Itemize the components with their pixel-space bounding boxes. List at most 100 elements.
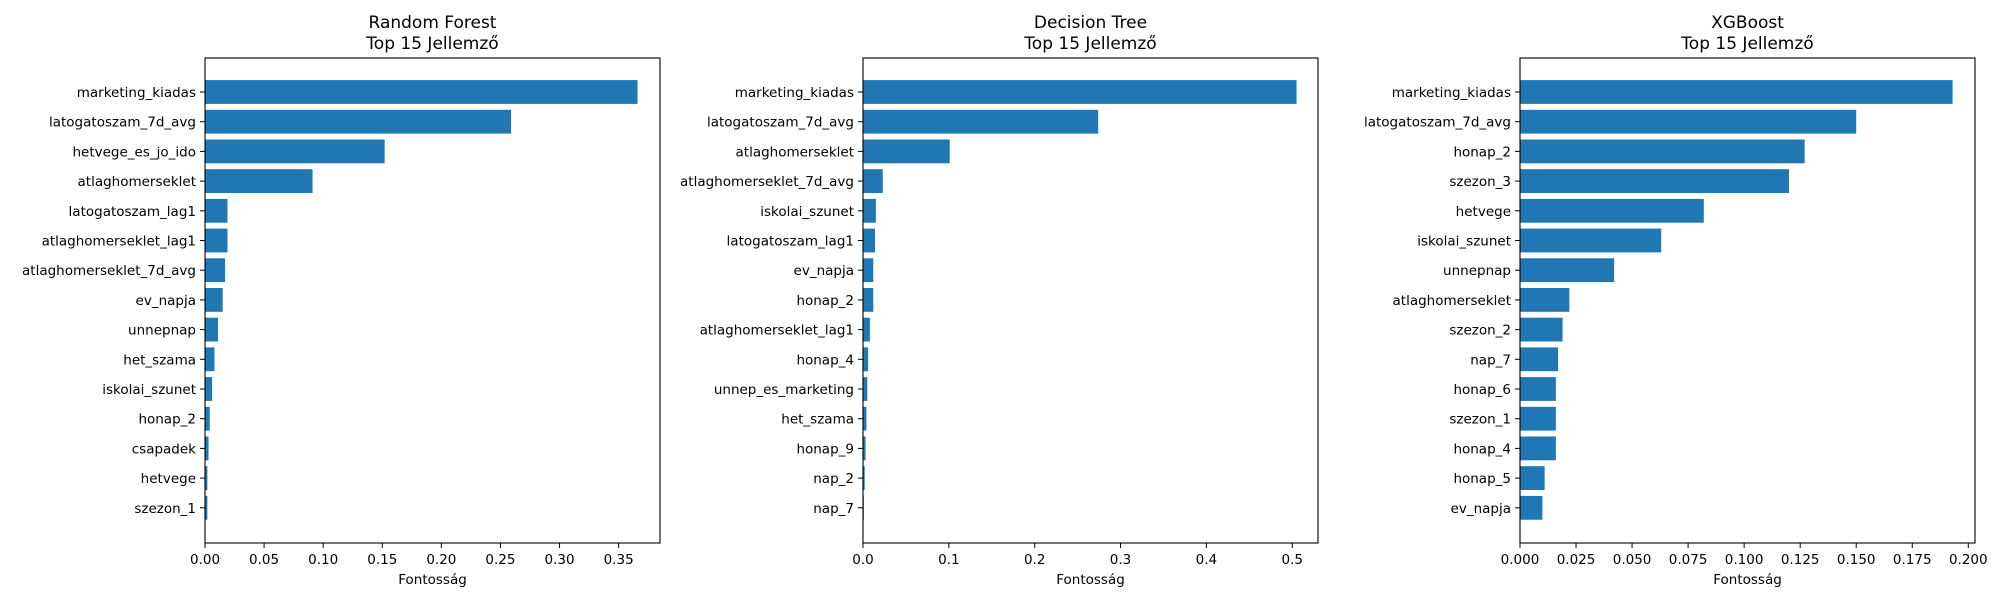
bar-nap-2 <box>863 466 865 490</box>
y-tick-label: atlaghomerseklet_lag1 <box>42 234 196 250</box>
y-tick-label: marketing_kiadas <box>735 85 854 101</box>
y-tick-label: latogatoszam_7d_avg <box>1364 115 1511 131</box>
x-tick-label: 0.25 <box>485 552 515 568</box>
y-tick-label: het_szama <box>781 412 854 428</box>
x-tick-label: 0.100 <box>1725 552 1764 568</box>
y-tick-label: het_szama <box>123 352 196 368</box>
bar-iskolai-szunet <box>205 377 213 401</box>
y-tick-label: atlaghomerseklet <box>78 174 197 190</box>
y-tick-label: nap_2 <box>813 471 854 487</box>
bar-ev-napja <box>1520 495 1543 520</box>
bar-latogatoszam-lag1 <box>863 228 876 253</box>
x-tick-label: 0.2 <box>1024 552 1045 568</box>
x-axis-label: Fontosság <box>398 572 467 588</box>
y-tick-label: atlaghomerseklet_lag1 <box>700 323 854 339</box>
bar-atlaghomerseklet <box>863 139 950 164</box>
x-tick-label: 0.200 <box>1949 552 1988 568</box>
bar-szezon-1 <box>1520 406 1556 431</box>
y-tick-label: nap_7 <box>813 501 854 517</box>
bar-szezon-1 <box>205 495 208 520</box>
y-tick-label: latogatoszam_lag1 <box>727 234 854 250</box>
bar-hetvege <box>205 466 208 490</box>
bar-honap-4 <box>1520 436 1556 461</box>
bar-ev-napja <box>205 288 223 312</box>
y-tick-label: latogatoszam_7d_avg <box>707 115 854 131</box>
bar-honap-6 <box>1520 377 1556 401</box>
bar-honap-4 <box>863 347 869 372</box>
chart-title: XGBoost Top 15 Jellemző <box>1680 13 1813 54</box>
bar-atlaghomerseklet-lag1 <box>205 228 228 253</box>
bar-marketing-kiadas <box>1520 80 1953 104</box>
y-tick-label: ev_napja <box>794 263 854 279</box>
plot-frame <box>1519 57 1976 544</box>
x-tick-label: 0.000 <box>1501 552 1540 568</box>
bar-szezon-2 <box>1520 317 1563 342</box>
chart-panel-random-forest: Random Forest Top 15 Jellemző marketing_ki… <box>22 13 661 588</box>
x-tick-label: 0.075 <box>1669 552 1708 568</box>
chart-panel-xgboost: XGBoost Top 15 Jellemző marketing_kiadasla… <box>1364 13 1988 588</box>
y-tick-label: iskolai_szunet <box>1417 234 1511 250</box>
bar-latogatoszam-lag1 <box>205 198 228 223</box>
bar-atlaghomerseklet <box>205 169 313 193</box>
x-tick-label: 0.3 <box>1110 552 1131 568</box>
bar-nap-7 <box>1520 347 1559 372</box>
y-tick-label: szezon_1 <box>134 501 196 517</box>
bar-unnepnap <box>1520 258 1615 283</box>
y-tick-label: marketing_kiadas <box>1392 85 1511 101</box>
x-tick-label: 0.5 <box>1282 552 1303 568</box>
bar-honap-2 <box>863 288 874 312</box>
bar-marketing-kiadas <box>205 80 638 104</box>
y-tick-label: atlaghomerseklet <box>736 144 855 160</box>
bar-latogatoszam-7d-avg <box>1520 109 1857 134</box>
bar-marketing-kiadas <box>863 80 1297 104</box>
bar-ev-napja <box>863 258 874 283</box>
x-tick-label: 0.0 <box>852 552 873 568</box>
x-tick-label: 0.10 <box>308 552 338 568</box>
x-tick-label: 0.125 <box>1781 552 1820 568</box>
chart-title: Random Forest Top 15 Jellemző <box>365 13 498 54</box>
bar-honap-5 <box>1520 466 1545 490</box>
bar-latogatoszam-7d-avg <box>205 109 512 134</box>
chart-panel-decision-tree: Decision Tree Top 15 Jellemző marketing_ki… <box>680 13 1319 588</box>
y-tick-label: hetvege <box>1456 204 1511 220</box>
y-tick-label: marketing_kiadas <box>77 85 196 101</box>
y-tick-label: iskolai_szunet <box>102 382 196 398</box>
y-tick-label: honap_2 <box>1453 144 1511 160</box>
y-tick-label: szezon_1 <box>1449 412 1511 428</box>
x-tick-label: 0.35 <box>604 552 634 568</box>
bar-unnepnap <box>205 317 218 342</box>
y-tick-label: csapadek <box>132 441 196 457</box>
x-tick-label: 0.00 <box>190 552 220 568</box>
y-tick-label: honap_9 <box>796 441 854 457</box>
bar-honap-2 <box>1520 139 1805 164</box>
y-tick-label: honap_2 <box>138 412 196 428</box>
bar-hetvege <box>1520 198 1704 223</box>
bar-atlaghomerseklet <box>1520 288 1570 312</box>
bar-iskolai-szunet <box>1520 228 1662 253</box>
x-tick-label: 0.15 <box>367 552 397 568</box>
y-tick-label: hetvege_es_jo_ido <box>72 144 196 160</box>
y-tick-label: szezon_3 <box>1449 174 1511 190</box>
y-tick-label: honap_5 <box>1453 471 1511 487</box>
y-tick-label: szezon_2 <box>1449 323 1511 339</box>
x-tick-label: 0.20 <box>426 552 456 568</box>
bar-atlaghomerseklet-7d-avg <box>205 258 226 283</box>
bar-csapadek <box>205 436 209 461</box>
bar-honap-2 <box>205 406 210 431</box>
y-tick-label: ev_napja <box>136 293 196 309</box>
plot-frame <box>862 57 1319 544</box>
y-tick-label: honap_2 <box>796 293 854 309</box>
y-tick-label: honap_4 <box>796 352 854 368</box>
y-tick-label: unnep_es_marketing <box>714 382 854 398</box>
x-axis-label: Fontosság <box>1056 572 1125 588</box>
x-tick-label: 0.150 <box>1837 552 1876 568</box>
x-axis-label: Fontosság <box>1713 572 1782 588</box>
bar-unnep-es-marketing <box>863 377 868 401</box>
bar-honap-9 <box>863 436 866 461</box>
x-tick-label: 0.025 <box>1557 552 1596 568</box>
bar-iskolai-szunet <box>863 198 876 223</box>
x-tick-label: 0.05 <box>249 552 279 568</box>
x-tick-label: 0.050 <box>1613 552 1652 568</box>
x-tick-label: 0.4 <box>1196 552 1217 568</box>
